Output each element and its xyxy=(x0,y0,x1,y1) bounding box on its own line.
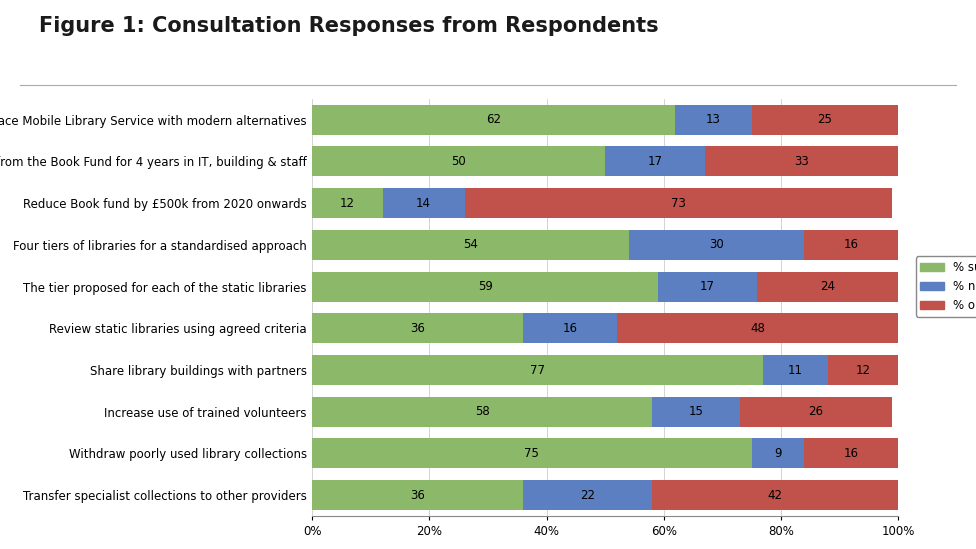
Bar xyxy=(523,313,617,343)
Text: 25: 25 xyxy=(817,113,833,126)
Text: 75: 75 xyxy=(524,447,540,460)
Text: 16: 16 xyxy=(562,322,578,335)
Bar xyxy=(675,105,752,135)
Bar xyxy=(629,230,804,260)
Text: 11: 11 xyxy=(788,363,803,377)
Text: 30: 30 xyxy=(709,238,724,251)
Bar xyxy=(312,355,763,385)
Bar xyxy=(312,439,752,468)
Bar xyxy=(828,355,898,385)
Text: 73: 73 xyxy=(671,197,686,210)
Bar xyxy=(658,272,757,301)
Text: 54: 54 xyxy=(463,238,478,251)
Text: 12: 12 xyxy=(855,363,871,377)
Text: 42: 42 xyxy=(767,489,783,502)
Bar xyxy=(312,105,675,135)
Text: 16: 16 xyxy=(843,447,859,460)
Bar xyxy=(312,313,523,343)
Bar xyxy=(312,188,383,218)
Text: 58: 58 xyxy=(474,405,490,418)
Bar xyxy=(763,355,828,385)
Text: 22: 22 xyxy=(580,489,595,502)
Bar xyxy=(752,439,804,468)
Bar xyxy=(617,313,898,343)
Bar xyxy=(605,147,705,176)
Text: 15: 15 xyxy=(688,405,704,418)
Bar xyxy=(804,439,898,468)
Text: 17: 17 xyxy=(647,155,663,168)
Bar xyxy=(757,272,898,301)
Text: 13: 13 xyxy=(706,113,721,126)
Bar xyxy=(752,105,898,135)
Text: 17: 17 xyxy=(700,280,715,293)
Bar xyxy=(312,397,652,427)
Bar xyxy=(523,480,652,510)
Text: Figure 1: Consultation Responses from Respondents: Figure 1: Consultation Responses from Re… xyxy=(39,16,659,36)
Text: 33: 33 xyxy=(793,155,809,168)
Text: 14: 14 xyxy=(416,197,431,210)
Legend: % support, % neutral, % oppose: % support, % neutral, % oppose xyxy=(915,256,976,317)
Bar xyxy=(804,230,898,260)
Bar xyxy=(652,397,740,427)
Text: 12: 12 xyxy=(340,197,355,210)
Text: 62: 62 xyxy=(486,113,502,126)
Text: 36: 36 xyxy=(410,489,426,502)
Bar xyxy=(312,272,658,301)
Bar xyxy=(740,397,892,427)
Text: 16: 16 xyxy=(843,238,859,251)
Text: 36: 36 xyxy=(410,322,426,335)
Bar xyxy=(705,147,898,176)
Text: 48: 48 xyxy=(750,322,765,335)
Text: 9: 9 xyxy=(774,447,782,460)
Text: 77: 77 xyxy=(530,363,546,377)
Bar xyxy=(312,147,605,176)
Text: 50: 50 xyxy=(451,155,467,168)
Bar xyxy=(383,188,465,218)
Text: 59: 59 xyxy=(477,280,493,293)
Text: 24: 24 xyxy=(820,280,835,293)
Bar xyxy=(312,480,523,510)
Text: 26: 26 xyxy=(808,405,824,418)
Bar xyxy=(312,230,629,260)
Bar xyxy=(465,188,892,218)
Bar xyxy=(652,480,898,510)
